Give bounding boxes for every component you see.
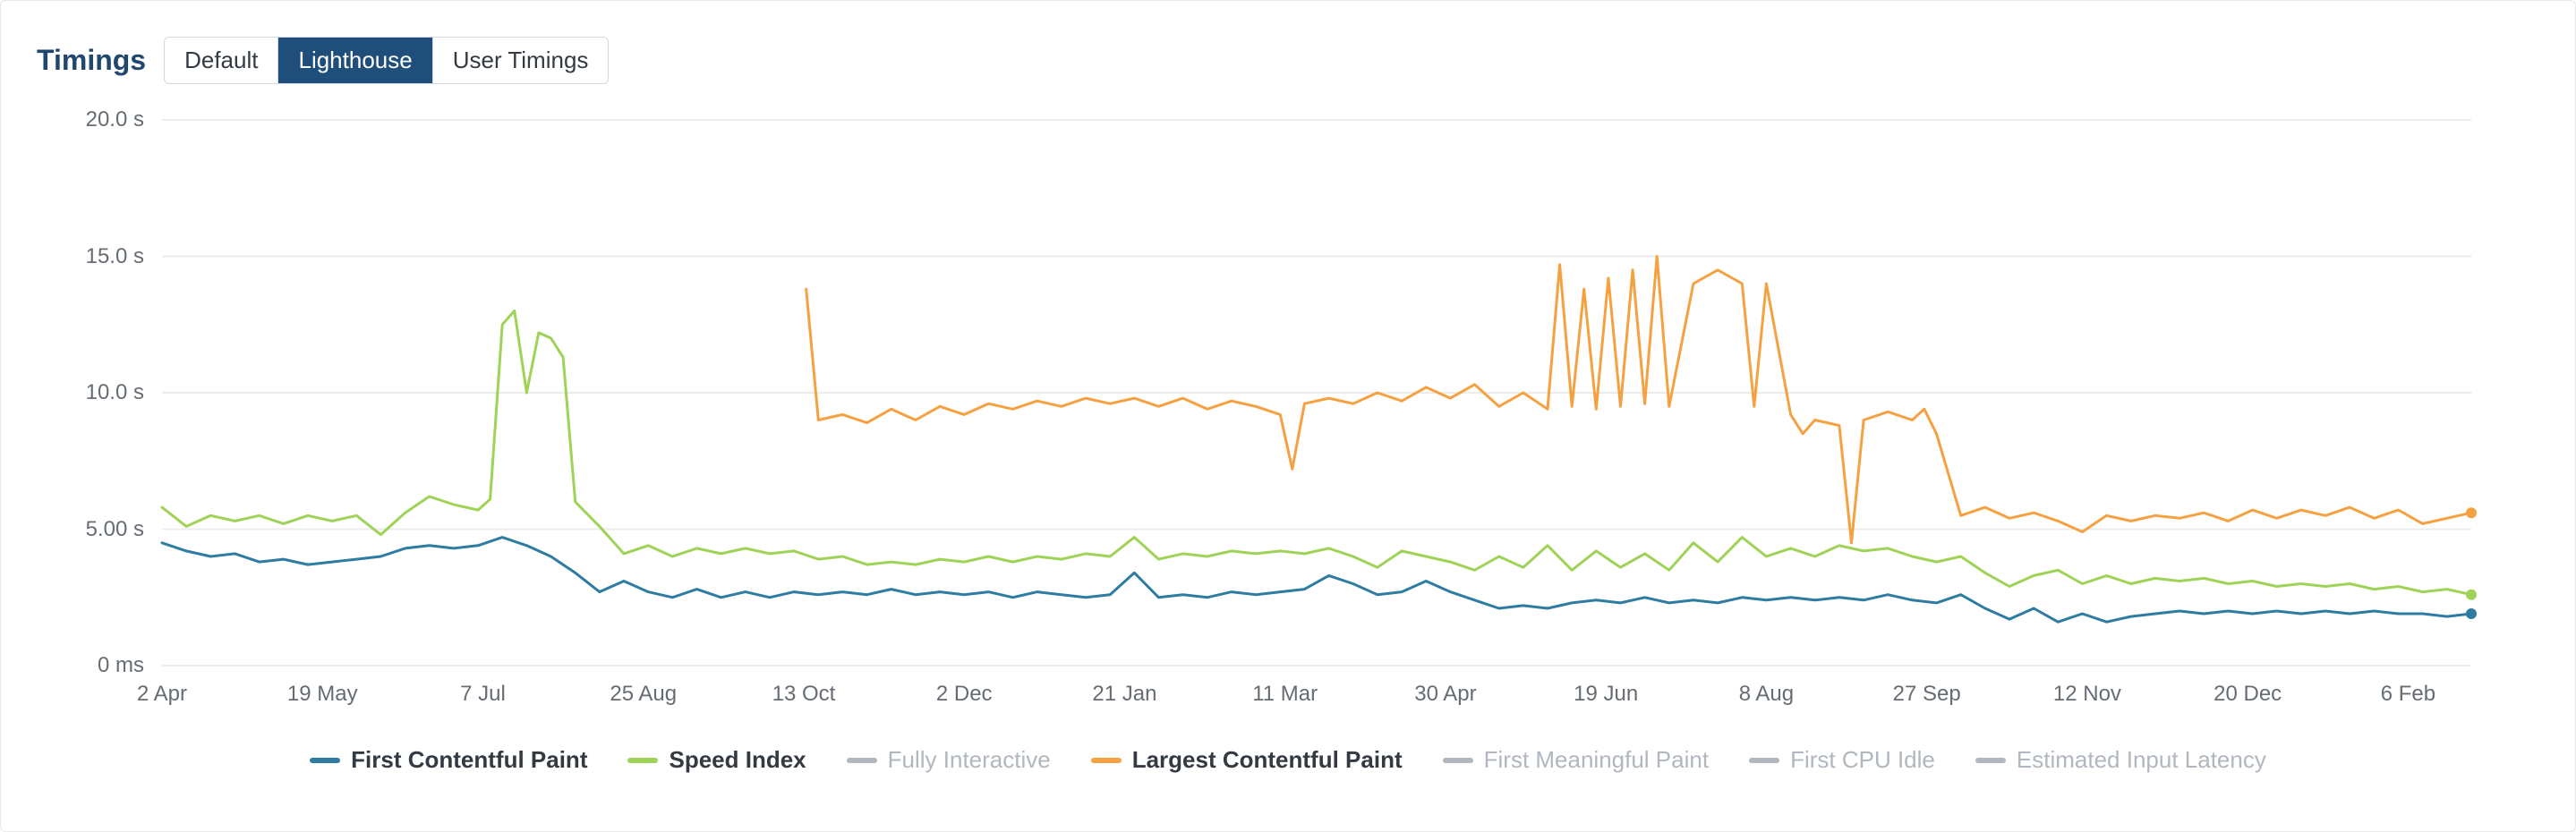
timings-line-chart	[28, 102, 2480, 675]
x-tick-label: 19 Jun	[1574, 682, 1638, 707]
x-tick-label: 6 Feb	[2381, 682, 2435, 707]
legend-swatch	[847, 758, 877, 763]
legend-label: First CPU Idle	[1790, 746, 1935, 774]
legend-label: First Contentful Paint	[351, 746, 587, 774]
tab-lighthouse[interactable]: Lighthouse	[278, 38, 432, 83]
legend-label: Largest Contentful Paint	[1132, 746, 1403, 774]
legend-label: First Meaningful Paint	[1484, 746, 1709, 774]
x-tick-label: 12 Nov	[2053, 682, 2121, 707]
legend-item-first-contentful-paint[interactable]: First Contentful Paint	[310, 746, 587, 774]
legend-label: Estimated Input Latency	[2017, 746, 2266, 774]
x-tick-label: 2 Apr	[137, 682, 187, 707]
tab-default[interactable]: Default	[165, 38, 278, 83]
series-speed-index	[162, 311, 2471, 595]
x-tick-label: 13 Oct	[772, 682, 836, 707]
timings-panel: Timings DefaultLighthouseUser Timings 0 …	[0, 0, 2576, 832]
tab-group: DefaultLighthouseUser Timings	[164, 37, 609, 84]
legend-item-first-cpu-idle[interactable]: First CPU Idle	[1749, 746, 1935, 774]
panel-header: Timings DefaultLighthouseUser Timings	[37, 37, 2548, 84]
legend-label: Speed Index	[669, 746, 806, 774]
x-tick-label: 11 Mar	[1252, 682, 1318, 707]
legend-item-estimated-input-latency[interactable]: Estimated Input Latency	[1975, 746, 2266, 774]
legend-swatch	[1443, 758, 1473, 763]
legend-swatch	[310, 758, 340, 763]
x-tick-label: 25 Aug	[610, 682, 677, 707]
legend-item-largest-contentful-paint[interactable]: Largest Contentful Paint	[1091, 746, 1403, 774]
legend-label: Fully Interactive	[888, 746, 1051, 774]
x-tick-label: 19 May	[287, 682, 358, 707]
panel-title: Timings	[37, 44, 146, 77]
y-tick-label: 20.0 s	[28, 107, 144, 132]
legend-item-speed-index[interactable]: Speed Index	[627, 746, 806, 774]
series-largest-contentful-paint	[806, 257, 2471, 543]
x-tick-label: 27 Sep	[1893, 682, 1961, 707]
x-tick-label: 20 Dec	[2213, 682, 2282, 707]
y-tick-label: 0 ms	[28, 653, 144, 678]
y-tick-label: 15.0 s	[28, 244, 144, 269]
legend-swatch	[1975, 758, 2006, 763]
x-tick-label: 7 Jul	[460, 682, 506, 707]
legend-swatch	[627, 758, 658, 763]
legend-item-first-meaningful-paint[interactable]: First Meaningful Paint	[1443, 746, 1709, 774]
x-tick-label: 2 Dec	[936, 682, 993, 707]
y-tick-label: 5.00 s	[28, 517, 144, 542]
legend-swatch	[1749, 758, 1779, 763]
chart-area: 0 ms5.00 s10.0 s15.0 s20.0 s2 Apr19 May7…	[28, 102, 2548, 675]
legend-swatch	[1091, 758, 1122, 763]
x-tick-label: 21 Jan	[1092, 682, 1156, 707]
legend-item-fully-interactive[interactable]: Fully Interactive	[847, 746, 1051, 774]
tab-user-timings[interactable]: User Timings	[433, 38, 609, 83]
y-tick-label: 10.0 s	[28, 380, 144, 405]
chart-legend: First Contentful Paint Speed Index Fully I…	[28, 746, 2548, 774]
x-tick-label: 30 Apr	[1414, 682, 1476, 707]
x-tick-label: 8 Aug	[1739, 682, 1794, 707]
